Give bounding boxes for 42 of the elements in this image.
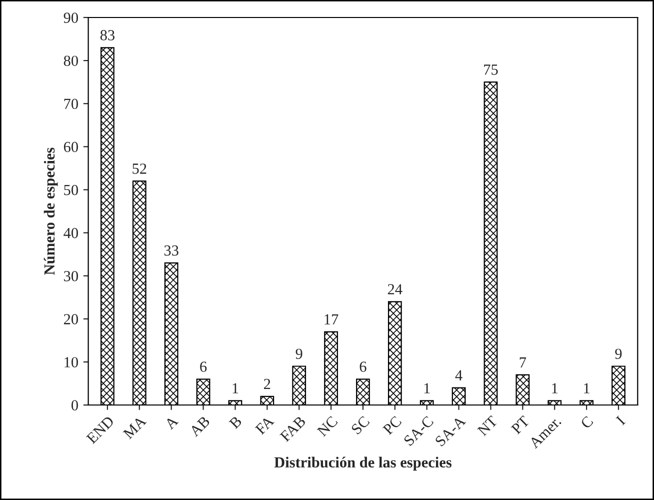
x-tick-label: SC xyxy=(350,416,370,435)
y-tick-label: 0 xyxy=(72,400,78,410)
x-tick-label: PC xyxy=(382,416,402,436)
data-label: 83 xyxy=(100,30,114,40)
y-tick-label: 20 xyxy=(64,314,78,324)
y-tick-label: 90 xyxy=(64,12,78,23)
x-tick-label: NT xyxy=(477,415,498,436)
data-label: 6 xyxy=(360,362,366,372)
y-tick-label: 40 xyxy=(64,228,78,238)
data-label: 6 xyxy=(200,362,207,372)
y-tick-label: 60 xyxy=(64,142,78,152)
x-axis-title: Distribución de las especies xyxy=(274,456,452,471)
data-label: 7 xyxy=(520,357,526,368)
y-tick-label: 80 xyxy=(64,56,78,66)
y-tick-label: 30 xyxy=(64,270,78,282)
data-label: 9 xyxy=(615,348,622,359)
x-tick-label: AB xyxy=(188,416,210,438)
x-tick-label: FA xyxy=(254,415,275,435)
x-tick-label: B xyxy=(228,416,242,430)
data-label: 1 xyxy=(424,383,430,394)
data-label: 2 xyxy=(264,378,270,389)
data-label: 24 xyxy=(388,284,402,294)
x-tick-label: PT xyxy=(510,415,530,435)
data-label: 1 xyxy=(232,383,238,394)
x-tick-label: C xyxy=(580,416,594,430)
x-tick-label: FAB xyxy=(280,416,306,442)
x-tick-label: A xyxy=(164,415,179,430)
data-label: 1 xyxy=(552,383,558,394)
data-label: 17 xyxy=(324,314,338,324)
data-label: 52 xyxy=(132,164,146,174)
y-axis-title: Número de especies xyxy=(44,148,58,275)
data-label: 9 xyxy=(296,348,302,359)
data-label: 1 xyxy=(584,383,590,394)
data-label: 75 xyxy=(484,64,498,75)
data-label: 4 xyxy=(455,370,462,380)
data-label: 33 xyxy=(164,245,178,256)
x-tick-label: I xyxy=(616,416,626,426)
x-tick-label: MA xyxy=(122,415,147,440)
y-tick-label: 10 xyxy=(64,357,78,368)
x-tick-label: NC xyxy=(316,416,338,438)
y-tick-label: 50 xyxy=(64,184,78,196)
y-tick-label: 70 xyxy=(64,98,78,110)
